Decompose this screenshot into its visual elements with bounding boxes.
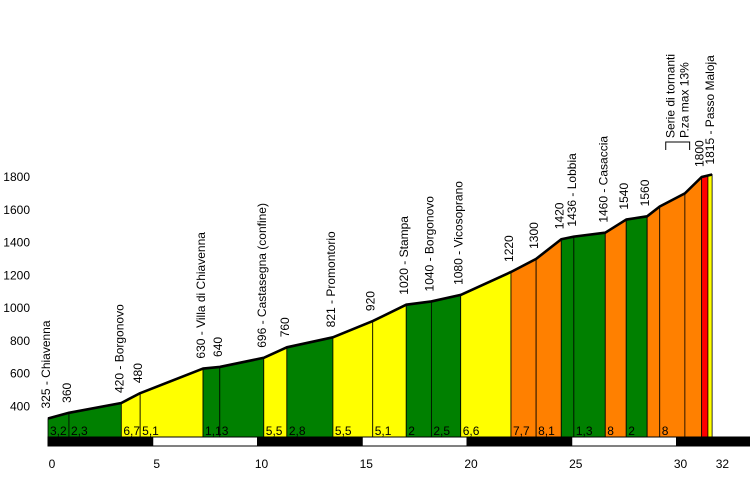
profile-line: [47, 173, 713, 420]
x-tick-label: 15: [360, 457, 374, 471]
waypoint-labels: 325 - Chiavenna 360 420 - Borgonovo 480 630 …: [39, 55, 717, 409]
gradient-segment: [560, 236, 575, 438]
segment-grade-label: 3,2: [50, 424, 67, 438]
gradient-segment: [646, 205, 661, 438]
annotation-line-1: Serie di tornanti: [664, 54, 678, 138]
x-tick-label: 20: [464, 457, 478, 471]
x-tick-label: 10: [255, 457, 269, 471]
gradient-bands: [47, 174, 713, 438]
segment-grade-label: 2,8: [289, 424, 306, 438]
y-tick-label: 800: [10, 334, 30, 348]
y-tick-label: 1000: [3, 301, 30, 315]
waypoint-label: 480: [131, 363, 145, 383]
waypoint-label: 1560: [638, 179, 652, 206]
y-axis: 400 600 800 1000 1200 1400 1600 1800: [3, 170, 30, 413]
scale-bar-block: [717, 436, 750, 447]
segment-grade-label: 5,1: [375, 424, 392, 438]
annotation-bracket: [665, 141, 691, 150]
segment-grade-label: 2,5: [433, 424, 450, 438]
waypoint-label: 1800: [693, 140, 707, 167]
gradient-segment: [405, 300, 432, 438]
waypoint-label: 1420: [552, 202, 566, 229]
gradient-segment: [286, 336, 334, 438]
gradient-segment: [707, 174, 713, 438]
gradient-segment: [625, 215, 648, 438]
y-tick-label: 600: [10, 367, 30, 381]
gradient-segment: [535, 238, 562, 438]
y-tick-label: 1400: [3, 236, 30, 250]
annotation-line-2: P.za max 13%: [678, 62, 692, 138]
segment-grade-labels: 3,2 2,3 6,7 5,1 1,1 3 5,5 2,8 5,5 5,1 2 2,5 6,6 7,7 8,…: [50, 424, 669, 438]
waypoint-label: 325 - Chiavenna: [39, 320, 53, 408]
annotation-group: Serie di tornanti P.za max 13%: [664, 54, 692, 150]
segment-grade-label: 2: [408, 424, 415, 438]
segment-grade-label: 1,1: [205, 424, 222, 438]
scale-bar-block: [361, 436, 468, 447]
x-tick-label: 5: [153, 457, 160, 471]
waypoint-label: 1300: [527, 222, 541, 249]
segment-grade-label: 3: [222, 424, 229, 438]
waypoint-label: 640: [211, 337, 225, 357]
gradient-segment: [573, 232, 606, 438]
segment-grade-label: 1,3: [576, 424, 593, 438]
gradient-segment: [460, 271, 512, 438]
gradient-segment: [604, 218, 627, 438]
scale-bar-block: [47, 436, 154, 447]
profile-line-group: [47, 173, 713, 420]
gradient-segment: [510, 258, 537, 438]
waypoint-label: 1460 - Casaccia: [596, 136, 610, 223]
waypoint-label: 630 - Villa di Chiavenna: [194, 232, 208, 359]
distance-scale-bar: [47, 436, 750, 447]
segment-grade-label: 2,3: [71, 424, 88, 438]
waypoint-label: 1815 - Passo Maloja: [703, 55, 717, 165]
waypoint-label: 1436 - Lobbia: [565, 153, 579, 227]
x-axis: 0 5 10 15 20 25 30 32: [49, 457, 730, 471]
gradient-segment: [701, 175, 709, 438]
gradient-segment: [372, 304, 407, 438]
x-tick-label: 0: [49, 457, 56, 471]
scale-bar-block: [676, 436, 719, 447]
segment-grade-label: 8: [662, 424, 669, 438]
waypoint-label: 696 - Castasegna (confine): [255, 203, 269, 348]
segment-grade-label: 2: [628, 424, 635, 438]
segment-grade-label: 7,7: [513, 424, 530, 438]
waypoint-label: 1540: [617, 183, 631, 210]
segment-grade-label: 8: [607, 424, 614, 438]
y-tick-label: 1200: [3, 268, 30, 282]
waypoint-label: 1040 - Borgonovo: [422, 196, 436, 292]
gradient-segment: [332, 320, 374, 438]
y-tick-label: 1600: [3, 203, 30, 217]
waypoint-label: 420 - Borgonovo: [112, 304, 126, 393]
waypoint-label: 1080 - Vicosoprano: [452, 181, 466, 285]
gradient-segment: [684, 176, 703, 438]
segment-grade-label: 5,1: [142, 424, 159, 438]
segment-grade-label: 6,7: [123, 424, 140, 438]
segment-grade-label: 5,5: [335, 424, 352, 438]
gradient-segment: [659, 192, 686, 438]
scale-bar-block: [257, 436, 363, 447]
scale-bar-block: [466, 436, 573, 447]
segment-grade-label: 6,6: [463, 424, 480, 438]
segment-grade-label: 5,5: [266, 424, 283, 438]
x-tick-label: 30: [674, 457, 688, 471]
y-tick-label: 400: [10, 399, 30, 413]
waypoint-label: 920: [364, 291, 378, 311]
waypoint-label: 760: [278, 317, 292, 337]
y-tick-label: 1800: [3, 170, 30, 184]
scale-bar-block: [152, 436, 258, 447]
scale-bar-block: [571, 436, 677, 447]
waypoint-label: 821 - Promontorio: [324, 231, 338, 327]
x-tick-label: 25: [569, 457, 583, 471]
waypoint-label: 1020 - Stampa: [397, 216, 411, 295]
waypoint-label: 1220: [502, 235, 516, 262]
x-tick-label: 32: [716, 457, 730, 471]
segment-grade-label: 8,1: [538, 424, 555, 438]
gradient-segment: [430, 294, 462, 438]
waypoint-label: 360: [60, 382, 74, 402]
